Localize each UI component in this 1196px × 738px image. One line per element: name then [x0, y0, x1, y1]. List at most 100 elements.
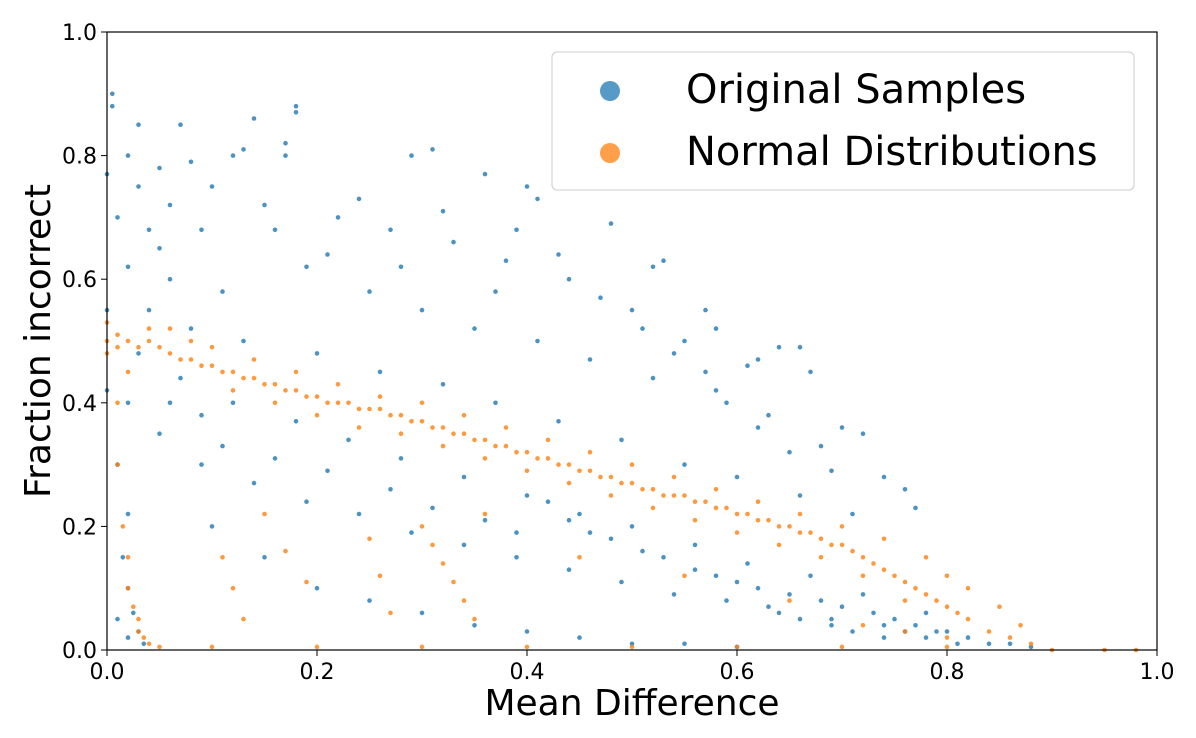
point-normal-distributions — [451, 579, 456, 585]
point-normal-distributions — [115, 462, 120, 467]
point-normal-distributions — [367, 406, 372, 412]
point-normal-distributions — [734, 530, 740, 535]
x-tick-label: 0.0 — [90, 660, 125, 685]
point-normal-distributions — [377, 573, 383, 579]
point-normal-distributions — [188, 338, 194, 344]
point-normal-distributions — [335, 382, 341, 387]
point-original-samples — [787, 449, 792, 455]
point-original-samples — [671, 351, 677, 356]
point-normal-distributions — [188, 357, 194, 362]
point-original-samples — [461, 474, 467, 480]
point-normal-distributions — [304, 394, 309, 399]
point-normal-distributions — [440, 443, 446, 449]
point-normal-distributions — [965, 585, 971, 591]
point-original-samples — [472, 623, 477, 628]
point-normal-distributions — [955, 610, 960, 616]
point-normal-distributions — [220, 555, 225, 560]
point-normal-distributions — [209, 344, 215, 350]
point-original-samples — [829, 468, 834, 474]
point-normal-distributions — [241, 375, 246, 381]
point-normal-distributions — [587, 468, 593, 474]
point-normal-distributions — [902, 629, 908, 634]
point-normal-distributions — [283, 388, 288, 393]
point-normal-distributions — [545, 437, 551, 443]
point-original-samples — [577, 511, 582, 517]
point-normal-distributions — [136, 344, 141, 350]
point-normal-distributions — [472, 616, 477, 622]
point-normal-distributions — [251, 357, 257, 362]
point-original-samples — [157, 431, 162, 437]
legend-box — [551, 51, 1135, 191]
point-original-samples — [577, 635, 582, 640]
point-original-samples — [755, 585, 761, 591]
point-normal-distributions — [535, 456, 540, 461]
point-original-samples — [293, 103, 299, 109]
point-normal-distributions — [818, 555, 824, 560]
point-original-samples — [167, 202, 173, 208]
point-normal-distributions — [167, 326, 173, 331]
point-normal-distributions — [146, 641, 152, 647]
point-normal-distributions — [818, 536, 824, 542]
point-normal-distributions — [902, 579, 908, 585]
point-original-samples — [871, 610, 876, 616]
point-normal-distributions — [787, 524, 792, 529]
point-normal-distributions — [787, 598, 792, 603]
point-normal-distributions — [440, 561, 446, 566]
point-original-samples — [619, 579, 624, 585]
point-original-samples — [514, 530, 519, 535]
point-original-samples — [650, 375, 656, 381]
point-original-samples — [440, 382, 446, 387]
point-original-samples — [881, 635, 887, 640]
point-normal-distributions — [482, 511, 488, 517]
point-normal-distributions — [566, 462, 572, 467]
point-original-samples — [367, 289, 372, 294]
point-normal-distributions — [398, 431, 404, 437]
point-original-samples — [808, 573, 813, 579]
point-normal-distributions — [125, 338, 131, 344]
point-normal-distributions — [178, 357, 183, 362]
point-normal-distributions — [619, 480, 624, 486]
point-normal-distributions — [755, 517, 761, 523]
point-normal-distributions — [251, 375, 257, 381]
point-normal-distributions — [293, 388, 299, 393]
point-original-samples — [724, 598, 729, 603]
point-original-samples — [745, 561, 750, 566]
legend: Original Samples Normal Distributions — [551, 51, 1135, 191]
point-original-samples — [556, 252, 561, 257]
point-original-samples — [703, 369, 708, 375]
point-normal-distributions — [766, 517, 771, 523]
point-normal-distributions — [146, 326, 152, 331]
point-original-samples — [146, 307, 152, 313]
point-original-samples — [524, 629, 530, 634]
point-normal-distributions — [314, 394, 320, 399]
point-normal-distributions — [230, 388, 236, 393]
point-original-samples — [797, 616, 803, 622]
point-normal-distributions — [141, 635, 147, 640]
point-normal-distributions — [430, 425, 435, 430]
point-original-samples — [881, 474, 887, 480]
point-normal-distributions — [157, 344, 162, 350]
point-normal-distributions — [146, 338, 152, 344]
point-normal-distributions — [850, 548, 855, 554]
point-original-samples — [829, 623, 834, 628]
point-original-samples — [787, 592, 792, 597]
point-original-samples — [850, 629, 855, 634]
plot-frame — [106, 31, 1158, 651]
point-original-samples — [482, 517, 488, 523]
point-original-samples — [167, 276, 173, 282]
point-original-samples — [346, 437, 351, 443]
point-normal-distributions — [1018, 623, 1023, 628]
point-original-samples — [682, 462, 687, 467]
point-normal-distributions — [335, 400, 341, 406]
point-normal-distributions — [650, 487, 656, 492]
point-original-samples — [724, 400, 729, 406]
point-original-samples — [283, 153, 288, 158]
point-normal-distributions — [125, 555, 131, 560]
point-normal-distributions — [923, 592, 929, 597]
point-normal-distributions — [671, 474, 677, 480]
point-original-samples — [682, 338, 687, 344]
point-original-samples — [776, 344, 782, 350]
point-original-samples — [734, 474, 740, 480]
point-original-samples — [692, 542, 698, 548]
point-normal-distributions — [209, 363, 215, 369]
